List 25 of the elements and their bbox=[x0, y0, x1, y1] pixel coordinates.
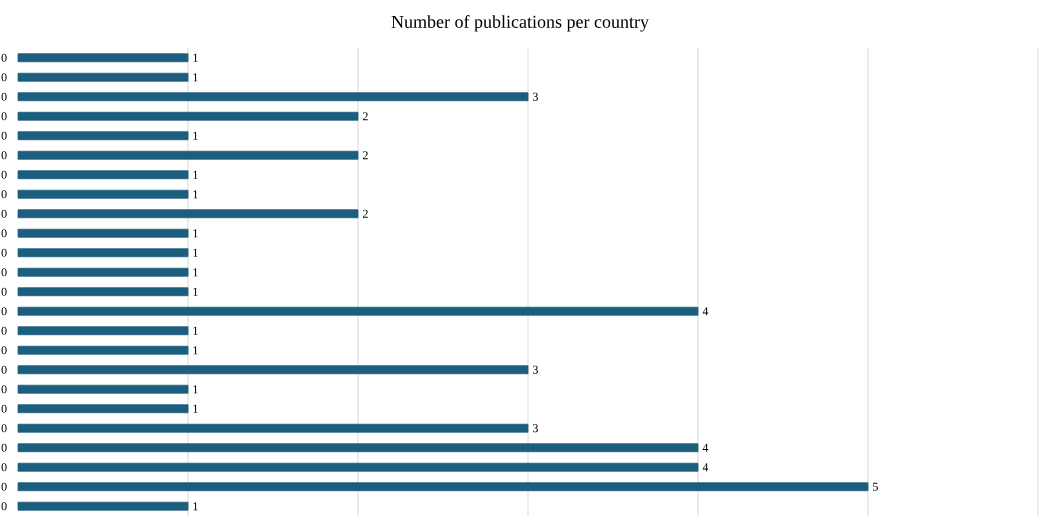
bar bbox=[17, 267, 189, 277]
bar bbox=[17, 365, 529, 375]
bar bbox=[17, 501, 189, 511]
bar bbox=[17, 170, 189, 180]
bar bbox=[17, 404, 189, 414]
chart-title: Number of publications per country bbox=[391, 15, 649, 32]
bar bbox=[17, 111, 359, 121]
bar bbox=[17, 384, 189, 394]
bar bbox=[17, 209, 359, 219]
bar bbox=[17, 189, 189, 199]
bar bbox=[17, 92, 529, 102]
bar bbox=[17, 131, 189, 141]
bar bbox=[17, 72, 189, 82]
bar bbox=[17, 462, 699, 472]
bar bbox=[17, 248, 189, 258]
bar bbox=[17, 345, 189, 355]
bar bbox=[17, 443, 699, 453]
bar bbox=[17, 287, 189, 297]
bar bbox=[17, 326, 189, 336]
bar bbox=[17, 482, 869, 492]
bar bbox=[17, 53, 189, 63]
bar bbox=[17, 150, 359, 160]
bar bbox=[17, 228, 189, 238]
bar bbox=[17, 423, 529, 433]
bar bbox=[17, 306, 699, 316]
